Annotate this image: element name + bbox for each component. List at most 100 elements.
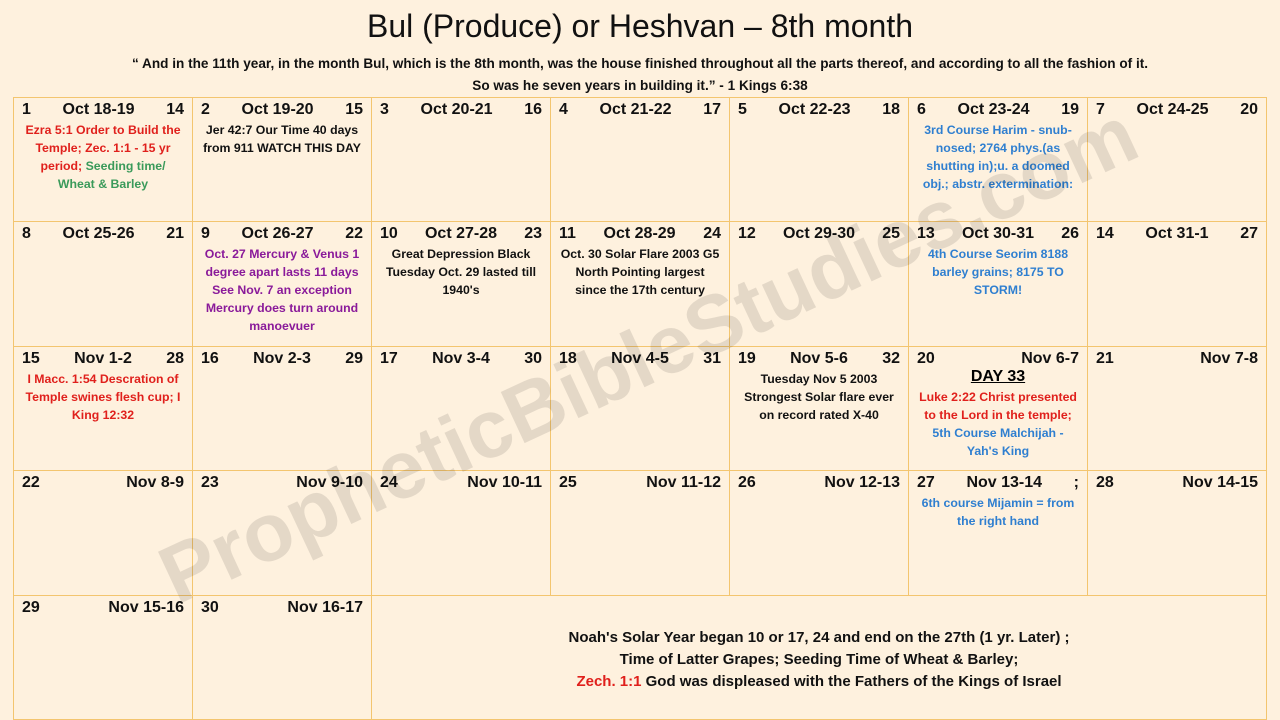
day-header: 21 Nov 7-8 [1096, 350, 1258, 368]
date-range: Nov 11-12 [646, 474, 721, 492]
day-number: 5 [738, 101, 747, 118]
note-paragraph: 6th course Mijamin = from the right hand [917, 494, 1079, 530]
date-range: Nov 3-4 [432, 349, 490, 367]
day-cell: 21 Nov 7-8 [1088, 346, 1267, 472]
note-paragraph: I Macc. 1:54 Descration of Temple swines… [22, 370, 184, 424]
day-number: 25 [559, 474, 577, 492]
date-range: Oct 18-19 [62, 101, 135, 118]
date-range: Oct 20-21 [420, 101, 493, 118]
count-number: 14 [166, 101, 184, 118]
day-number: 2 [201, 101, 210, 118]
note-paragraph: 4th Course Seorim 8188 barley grains; 81… [917, 245, 1079, 299]
day-number: 11 [559, 225, 576, 243]
day-cell: 28 Nov 14-15 [1088, 471, 1267, 596]
date-range: Nov 4-5 [611, 349, 669, 367]
day-header: 20 Nov 6-7 [917, 350, 1079, 368]
day-cell: 25 Nov 11-12 [551, 471, 730, 596]
count-number: 30 [524, 349, 542, 367]
note-text: Oct. 30 Solar Flare 2003 G5 North Pointi… [560, 247, 720, 298]
day-number: 27 [917, 474, 935, 492]
day-header: 7 Oct 24-25 20 [1096, 101, 1258, 119]
day-notes: Oct. 30 Solar Flare 2003 G5 North Pointi… [559, 245, 721, 299]
count-number: 31 [703, 349, 721, 367]
day-cell: 23 Nov 9-10 [193, 471, 372, 596]
note-paragraph: Jer 42:7 Our Time 40 days from 911 WATCH… [201, 121, 363, 157]
day-header: 8 Oct 25-26 21 [22, 225, 184, 243]
count-number: 21 [166, 225, 184, 243]
day-number: 24 [380, 474, 398, 492]
date-range: Nov 12-13 [824, 474, 900, 492]
date-range: Nov 1-2 [74, 349, 132, 367]
date-range: Oct 28-29 [603, 225, 676, 243]
day-header: 6 Oct 23-24 19 [917, 101, 1079, 119]
note-paragraph: Great Depression Black Tuesday Oct. 29 l… [380, 245, 542, 299]
day-header: 24 Nov 10-11 [380, 474, 542, 492]
day-number: 8 [22, 225, 31, 243]
day-number: 26 [738, 474, 756, 492]
day-number: 28 [1096, 474, 1114, 492]
count-number: 29 [345, 349, 363, 367]
day-header: 10 Oct 27-28 23 [380, 225, 542, 243]
day-number: 6 [917, 101, 926, 118]
date-range: Nov 15-16 [108, 598, 184, 616]
day-header: 3 Oct 20-21 16 [380, 101, 542, 119]
day-number: 30 [201, 598, 219, 616]
day-number: 10 [380, 225, 398, 243]
count-number: 24 [703, 225, 721, 243]
day-number: 14 [1096, 225, 1114, 243]
day-header: 11 Oct 28-29 24 [559, 225, 721, 243]
day-cell: 4 Oct 21-22 17 [551, 98, 730, 223]
day-number: 29 [22, 598, 40, 616]
calendar-grid: 1 Oct 18-19 14 Ezra 5:1 Order to Build the … [13, 97, 1267, 720]
day-header: 22 Nov 8-9 [22, 474, 184, 492]
day-cell: 9 Oct 26-27 22 Oct. 27 Mercury & Venus 1 de… [193, 222, 372, 347]
note-text: 5th Course Malchijah - Yah's King [932, 425, 1064, 458]
day-cell: 7 Oct 24-25 20 [1088, 98, 1267, 223]
date-range: Nov 14-15 [1182, 474, 1258, 492]
day-number: 3 [380, 101, 389, 118]
day-cell: 29 Nov 15-16 [14, 595, 193, 720]
note-paragraph: Tuesday Nov 5 2003 Strongest Solar flare… [738, 370, 900, 424]
day-header: 27 Nov 13-14; [917, 474, 1079, 492]
day-cell: 10 Oct 27-28 23 Great Depression Black Tues… [372, 222, 551, 347]
date-range: Oct 21-22 [599, 101, 672, 118]
day-number: 7 [1096, 101, 1105, 118]
count-number: 19 [1061, 101, 1079, 118]
day-number: 19 [738, 349, 756, 367]
note-paragraph: Ezra 5:1 Order to Build the Temple; Zec.… [22, 121, 184, 193]
day-notes: Jer 42:7 Our Time 40 days from 911 WATCH… [201, 121, 363, 157]
day-cell: 5 Oct 22-23 18 [730, 98, 909, 223]
day-header: 18 Nov 4-5 31 [559, 350, 721, 368]
day-number: 15 [22, 349, 40, 367]
day-cell: 15 Nov 1-2 28 I Macc. 1:54 Descration of Te… [14, 346, 193, 472]
date-range: Oct 23-24 [957, 101, 1030, 118]
day-number: 1 [22, 101, 31, 118]
note-text: Ezra 5:1 Order to Build the Temple; Zec.… [25, 123, 181, 173]
summary-cell: Noah's Solar Year began 10 or 17, 24 and… [372, 595, 1267, 720]
day-header: 30 Nov 16-17 [201, 599, 363, 617]
day-header: 29 Nov 15-16 [22, 599, 184, 617]
day-number: 9 [201, 225, 210, 243]
date-range: Nov 16-17 [287, 598, 363, 616]
date-range: Nov 7-8 [1200, 349, 1258, 367]
title: Bul (Produce) or Heshvan – 8th month [366, 8, 914, 44]
date-range: Oct 26-27 [241, 225, 314, 243]
day-header: 15 Nov 1-2 28 [22, 350, 184, 368]
note-paragraph: Luke 2:22 Christ presented to the Lord i… [917, 388, 1079, 424]
count-number: 26 [1061, 225, 1079, 243]
day-number: 20 [917, 349, 935, 367]
note-text: Great Depression Black Tuesday Oct. 29 l… [385, 247, 537, 298]
date-range: Oct 22-23 [778, 101, 851, 118]
day-notes: I Macc. 1:54 Descration of Temple swines… [22, 370, 184, 424]
day-cell: 30 Nov 16-17 [193, 595, 372, 720]
day-cell: 12 Oct 29-30 25 [730, 222, 909, 347]
day-number: 18 [559, 349, 577, 367]
day-cell: 13 Oct 30-31 26 4th Course Seorim 8188 barl… [909, 222, 1088, 347]
day-cell: 1 Oct 18-19 14 Ezra 5:1 Order to Build the … [14, 98, 193, 223]
date-range: Oct 24-25 [1136, 101, 1209, 118]
day-header: 1 Oct 18-19 14 [22, 101, 184, 119]
day-notes: 4th Course Seorim 8188 barley grains; 81… [917, 245, 1079, 299]
date-range: Nov 2-3 [253, 349, 311, 367]
day-header: 23 Nov 9-10 [201, 474, 363, 492]
